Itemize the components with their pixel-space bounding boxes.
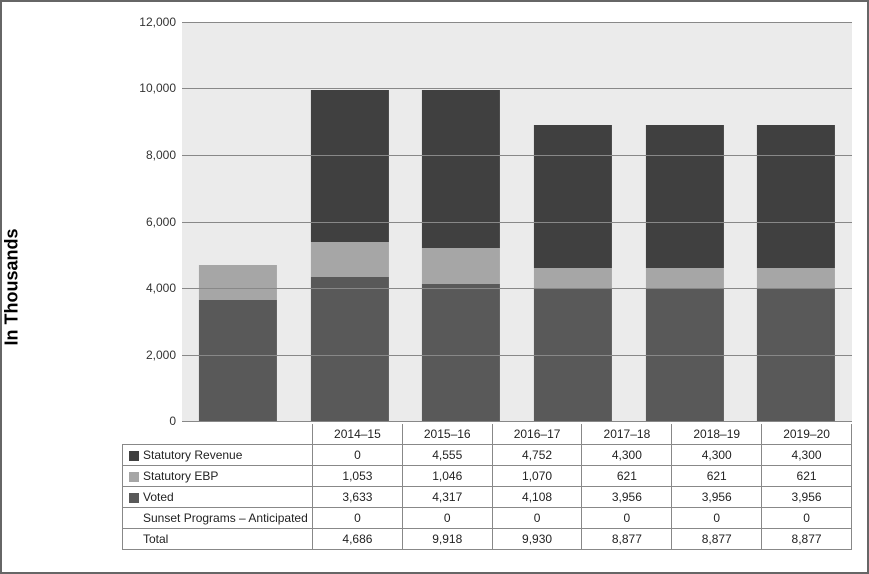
table-row: Statutory Revenue04,5554,7524,3004,3004,… [123, 445, 852, 466]
row-label: Statutory EBP [123, 466, 313, 487]
y-tick-label: 2,000 [146, 348, 182, 362]
value-cell: 4,752 [492, 445, 582, 466]
value-cell: 4,300 [672, 445, 762, 466]
grid-line [182, 288, 852, 289]
plot-area: 02,0004,0006,0008,00010,00012,000 [182, 22, 852, 422]
value-cell: 1,046 [402, 466, 492, 487]
value-cell: 9,918 [402, 529, 492, 550]
bar-segment-statutory_ebp [757, 268, 835, 289]
bar-segment-statutory_revenue [645, 125, 723, 268]
table-row: Voted3,6334,3174,1083,9563,9563,956 [123, 487, 852, 508]
value-cell: 621 [762, 466, 852, 487]
row-label: Voted [123, 487, 313, 508]
value-cell: 8,877 [582, 529, 672, 550]
legend-swatch [129, 451, 139, 461]
category-cell: 2016–17 [492, 424, 582, 445]
bar-segment-statutory_ebp [534, 268, 612, 289]
value-cell: 621 [672, 466, 762, 487]
legend-swatch [129, 472, 139, 482]
table-corner [123, 424, 313, 445]
value-cell: 0 [492, 508, 582, 529]
table-row: Sunset Programs – Anticipated000000 [123, 508, 852, 529]
y-tick-label: 8,000 [146, 148, 182, 162]
value-cell: 0 [582, 508, 672, 529]
row-label-text: Statutory Revenue [143, 448, 242, 462]
value-cell: 4,300 [762, 445, 852, 466]
value-cell: 4,108 [492, 487, 582, 508]
row-label: Sunset Programs – Anticipated [123, 508, 313, 529]
bar-segment-statutory_ebp [645, 268, 723, 289]
value-cell: 3,956 [672, 487, 762, 508]
bar-segment-statutory_revenue [757, 125, 835, 268]
value-cell: 1,070 [492, 466, 582, 487]
value-cell: 3,956 [762, 487, 852, 508]
value-cell: 1,053 [313, 466, 403, 487]
value-cell: 4,317 [402, 487, 492, 508]
bar-stack [645, 125, 723, 421]
grid-line [182, 222, 852, 223]
bar-segment-statutory_ebp [422, 248, 500, 284]
value-cell: 0 [313, 508, 403, 529]
bar-segment-statutory_revenue [310, 90, 388, 242]
category-cell: 2015–16 [402, 424, 492, 445]
bar-segment-statutory_ebp [310, 242, 388, 277]
value-cell: 0 [402, 508, 492, 529]
value-cell: 4,300 [582, 445, 672, 466]
value-cell: 621 [582, 466, 672, 487]
category-cell: 2014–15 [313, 424, 403, 445]
data-table: 2014–152015–162016–172017–182018–192019–… [122, 424, 852, 550]
legend-swatch [129, 493, 139, 503]
y-tick-label: 10,000 [139, 81, 182, 95]
value-cell: 0 [672, 508, 762, 529]
y-tick-label: 4,000 [146, 281, 182, 295]
category-cell: 2018–19 [672, 424, 762, 445]
row-label: Total [123, 529, 313, 550]
value-cell: 3,956 [582, 487, 672, 508]
chart-frame: In Thousands 02,0004,0006,0008,00010,000… [0, 0, 869, 574]
row-label-text: Statutory EBP [143, 469, 218, 483]
table-row: Total4,6869,9189,9308,8778,8778,877 [123, 529, 852, 550]
value-cell: 4,686 [313, 529, 403, 550]
value-cell: 0 [313, 445, 403, 466]
value-cell: 9,930 [492, 529, 582, 550]
grid-line [182, 22, 852, 23]
bar-segment-voted [422, 284, 500, 421]
value-cell: 8,877 [672, 529, 762, 550]
value-cell: 0 [762, 508, 852, 529]
value-cell: 8,877 [762, 529, 852, 550]
table-row: Statutory EBP1,0531,0461,070621621621 [123, 466, 852, 487]
bar-stack [422, 90, 500, 421]
bar-stack [757, 125, 835, 421]
bar-segment-voted [310, 277, 388, 421]
bar-segment-voted [199, 300, 277, 421]
chart-area: 02,0004,0006,0008,00010,00012,000 2014–1… [122, 12, 862, 572]
bar-stack [534, 125, 612, 421]
bar-stack [310, 90, 388, 421]
category-row: 2014–152015–162016–172017–182018–192019–… [123, 424, 852, 445]
value-cell: 3,633 [313, 487, 403, 508]
value-cell: 4,555 [402, 445, 492, 466]
bar-segment-statutory_ebp [199, 265, 277, 300]
category-cell: 2017–18 [582, 424, 672, 445]
row-label-text: Total [143, 532, 168, 546]
y-tick-label: 6,000 [146, 215, 182, 229]
row-label: Statutory Revenue [123, 445, 313, 466]
y-axis-label: In Thousands [2, 229, 23, 346]
category-cell: 2019–20 [762, 424, 852, 445]
grid-line [182, 355, 852, 356]
grid-line [182, 155, 852, 156]
bar-segment-statutory_revenue [534, 125, 612, 268]
grid-line [182, 88, 852, 89]
row-label-text: Voted [143, 490, 174, 504]
row-label-text: Sunset Programs – Anticipated [143, 511, 308, 525]
y-tick-label: 12,000 [139, 15, 182, 29]
bar-segment-statutory_revenue [422, 90, 500, 248]
